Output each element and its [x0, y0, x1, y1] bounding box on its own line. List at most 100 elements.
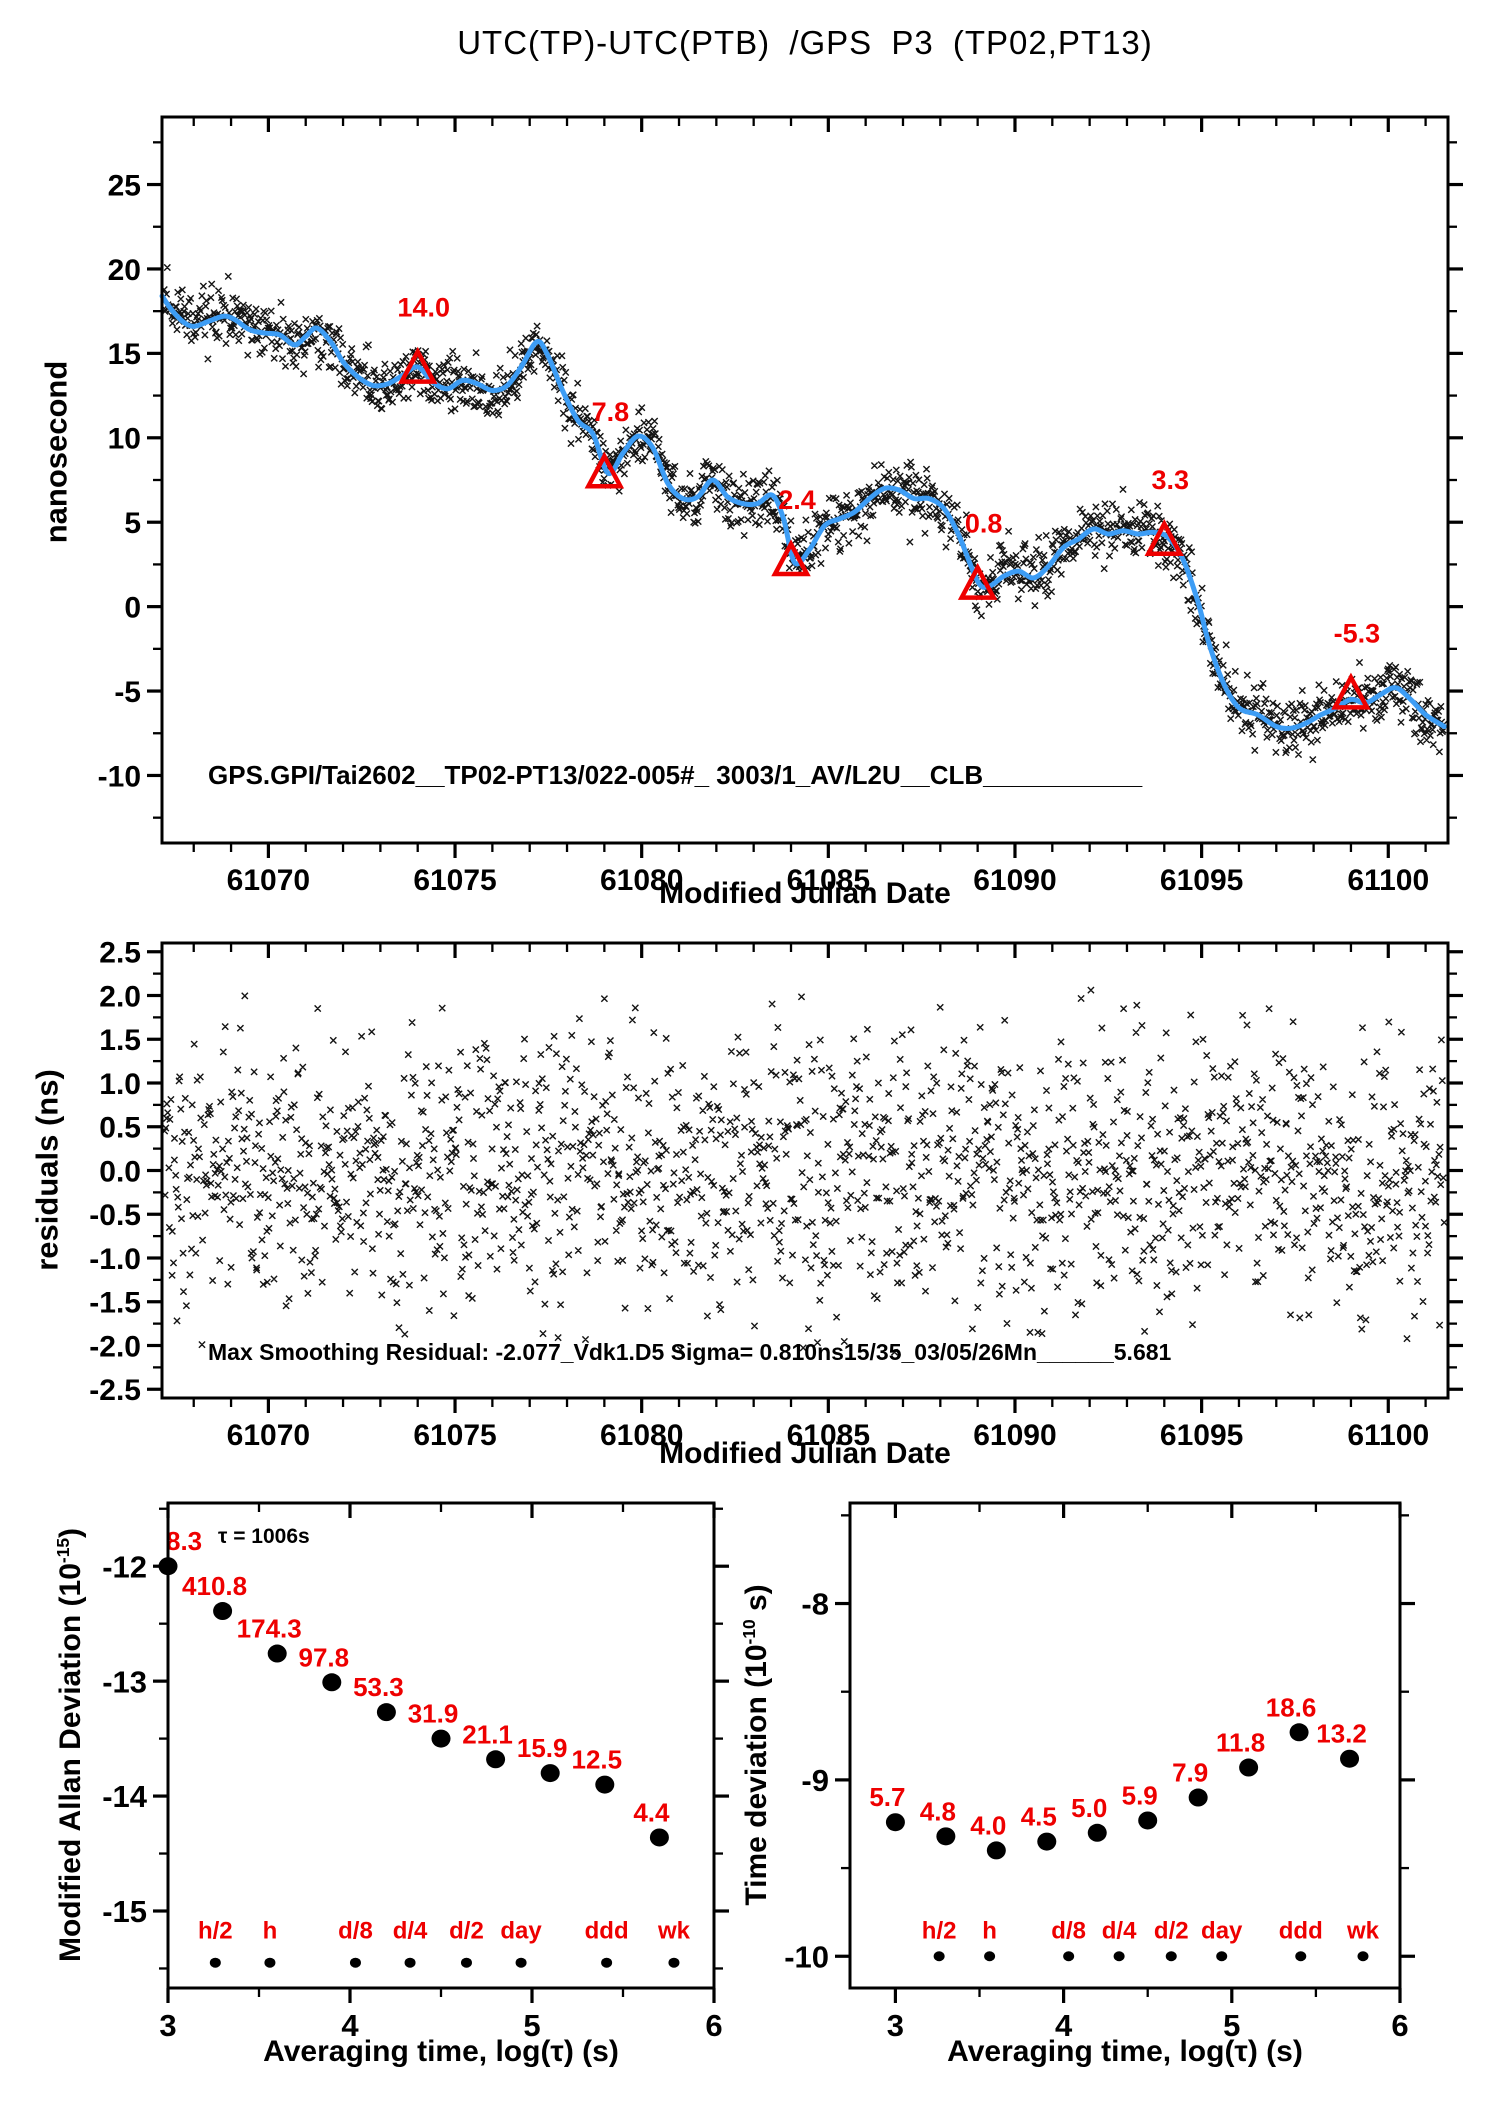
y-tick-label: -14	[102, 1779, 148, 1814]
tau-tick-label: day	[1201, 1918, 1243, 1945]
mdev-y-axis-title-exp: -15	[52, 1537, 73, 1564]
tau-tick-dot	[668, 1957, 680, 1968]
x-tick-label: 61080	[600, 1419, 683, 1452]
y-tick-label: 2.0	[99, 980, 141, 1013]
tau-tick-dot	[1295, 1951, 1307, 1962]
deviation-point	[322, 1673, 342, 1692]
tau-tick-dot	[1165, 1951, 1177, 1962]
deviation-value-label: 11.8	[1216, 1728, 1265, 1758]
top-x-axis-title: Modified Julian Date	[659, 877, 951, 910]
deviation-value-label: 8.3	[166, 1526, 202, 1556]
deviation-point	[431, 1729, 451, 1748]
deviation-point	[1239, 1758, 1259, 1777]
deviation-value-label: 5.9	[1122, 1780, 1158, 1810]
calibration-triangle-marker	[397, 346, 438, 384]
y-tick-label: -10	[784, 1939, 829, 1974]
x-tick-label: 5	[523, 2008, 540, 2043]
y-tick-label: -0.5	[89, 1199, 141, 1232]
tau-tick-label: h	[982, 1918, 997, 1945]
deviation-point	[1138, 1811, 1158, 1830]
residual-scatter-points	[161, 986, 1448, 1356]
tau-tick-dot	[1216, 1951, 1228, 1962]
x-tick-label: 4	[1055, 2008, 1073, 2043]
x-tick-label: 61100	[1347, 1419, 1429, 1452]
deviation-value-label: 12.5	[571, 1745, 622, 1775]
tdev-y-axis-title-text: Time deviation (10	[739, 1644, 773, 1906]
tau-tick-label: h/2	[922, 1918, 957, 1945]
tau-tick-dot	[984, 1951, 996, 1962]
deviation-value-label: 4.5	[1021, 1802, 1057, 1832]
tau-tick-label: h/2	[198, 1918, 233, 1945]
mdev-y-axis-title-close: )	[53, 1527, 87, 1538]
calibration-value-label: 3.3	[1152, 465, 1190, 495]
y-tick-label: 10	[108, 423, 141, 456]
tau-tick-label: d/2	[449, 1918, 484, 1945]
residuals-x-axis-title: Modified Julian Date	[659, 1437, 951, 1470]
calibration-triangle-marker	[1144, 519, 1185, 557]
deviation-value-label: 5.0	[1071, 1793, 1107, 1823]
calibration-value-label: 0.8	[965, 509, 1003, 539]
x-tick-label: 6	[1391, 2008, 1408, 2043]
x-tick-label: 61075	[413, 864, 496, 897]
tau-tick-label: ddd	[585, 1918, 629, 1945]
y-tick-label: 1.0	[99, 1068, 141, 1101]
deviation-point	[267, 1644, 287, 1663]
x-tick-label: 61080	[600, 864, 683, 897]
x-tick-label: 61095	[1160, 1419, 1243, 1452]
x-tick-label: 6	[705, 2008, 722, 2043]
deviation-point	[213, 1602, 233, 1621]
calibration-value-label: 14.0	[397, 293, 450, 323]
mdev-x-axis-title: Averaging time, log(τ) (s)	[263, 2035, 619, 2068]
y-tick-label: -2.5	[89, 1374, 141, 1407]
x-tick-label: 3	[887, 2008, 904, 2043]
deviation-point	[1037, 1832, 1057, 1851]
x-tick-label: 61095	[1160, 864, 1243, 897]
y-tick-label: 0	[124, 591, 141, 624]
tau-tick-label: d/2	[1154, 1918, 1189, 1945]
deviation-value-label: 13.2	[1316, 1719, 1367, 1749]
y-tick-label: -1.5	[89, 1287, 141, 1320]
tau-note: τ = 1006s	[218, 1525, 310, 1548]
deviation-value-label: 174.3	[237, 1614, 302, 1644]
tdev-y-axis-title-close: s)	[739, 1584, 773, 1620]
deviation-value-label: 97.8	[298, 1642, 349, 1672]
y-tick-label: 5	[124, 507, 141, 540]
deviation-value-label: 18.6	[1266, 1692, 1317, 1722]
deviation-point	[1340, 1749, 1360, 1768]
y-tick-label: 15	[108, 338, 141, 371]
x-tick-label: 61090	[973, 864, 1056, 897]
y-tick-label: 2.5	[99, 937, 141, 970]
tau-tick-label: d/8	[1051, 1918, 1086, 1945]
tau-tick-dot	[1113, 1951, 1125, 1962]
tau-tick-label: day	[500, 1918, 542, 1945]
deviation-point	[1289, 1723, 1309, 1742]
y-tick-label: -9	[801, 1763, 829, 1798]
deviation-value-label: 5.7	[869, 1782, 905, 1812]
residuals-panel: 61070 61075 61080 61085 61090 61095 61100 2.5 2.…	[89, 937, 1463, 1452]
deviation-point	[649, 1828, 669, 1847]
residual-stats-text: Max Smoothing Residual: -2.077_Vdk1.D5 S…	[208, 1339, 1172, 1365]
tau-tick-dot	[264, 1957, 276, 1968]
x-tick-label: 61100	[1347, 864, 1429, 897]
y-tick-label: -13	[102, 1664, 147, 1699]
tau-tick-dot	[601, 1957, 613, 1968]
top-y-axis-title: nanosecond	[38, 360, 74, 544]
calibration-triangle-marker	[584, 451, 625, 489]
x-tick-label: 61075	[413, 1419, 496, 1452]
y-tick-label: -15	[102, 1894, 147, 1929]
tau-tick-dot	[209, 1957, 221, 1968]
deviation-point	[595, 1775, 615, 1794]
x-tick-label: 61070	[227, 1419, 310, 1452]
deviation-value-label: 53.3	[353, 1672, 404, 1702]
x-tick-label: 61070	[227, 864, 310, 897]
deviation-value-label: 15.9	[517, 1733, 568, 1763]
deviation-point	[986, 1841, 1006, 1860]
y-tick-label: -8	[801, 1587, 829, 1622]
tau-tick-label: h	[263, 1918, 278, 1945]
x-tick-label: 3	[159, 2008, 176, 2043]
y-tick-label: -10	[98, 760, 141, 793]
tau-tick-label: d/8	[338, 1918, 373, 1945]
deviation-point	[1087, 1823, 1107, 1842]
tdev-y-axis-title: Time deviation (10-10 s)	[739, 1584, 773, 1906]
